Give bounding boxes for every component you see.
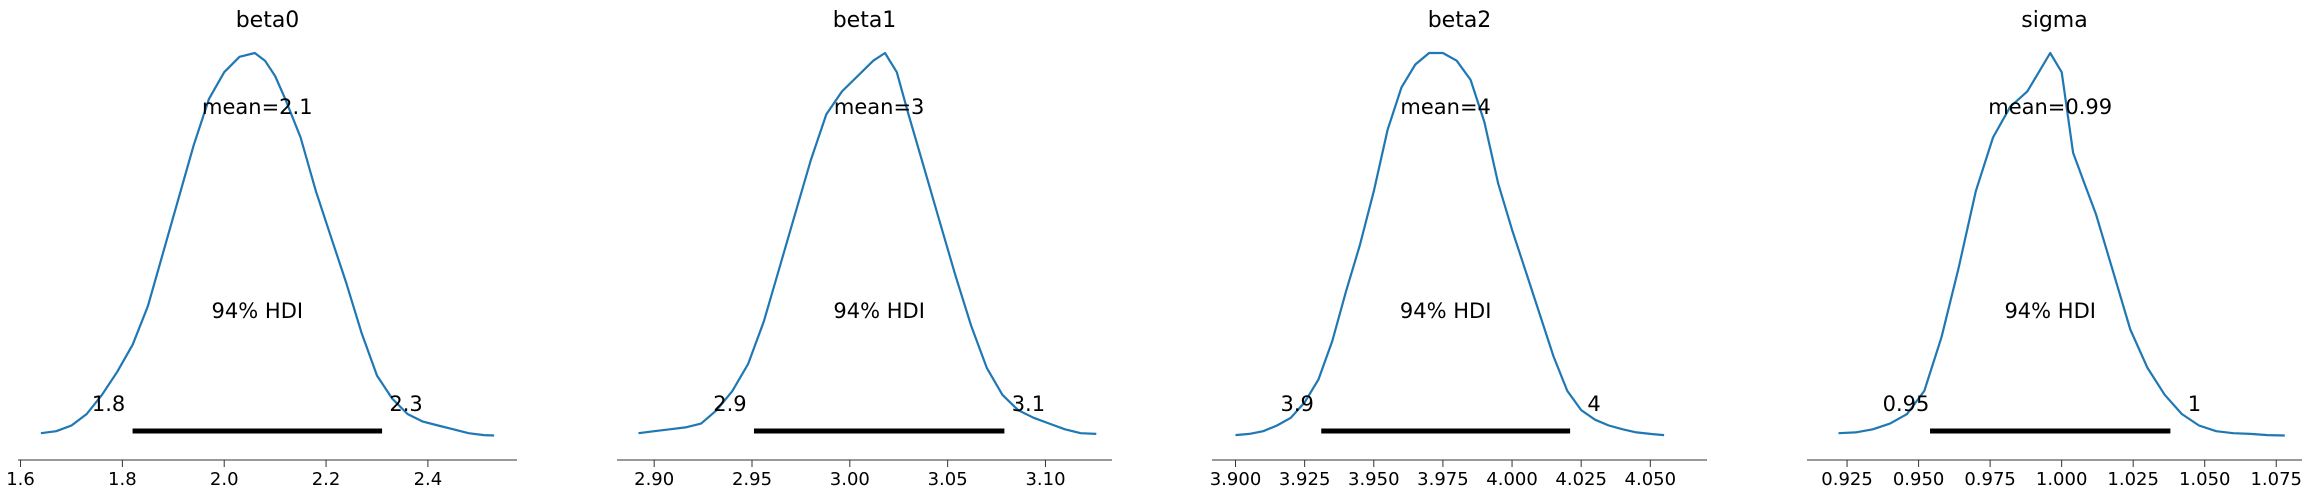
x-tick-label: 2.95 — [732, 469, 772, 490]
x-tick-label: 3.900 — [1210, 469, 1262, 490]
x-tick-label: 3.950 — [1348, 469, 1400, 490]
panel-beta2: beta2 3.900 3.925 3.950 3.975 4.000 4.025 4.050… — [1210, 8, 1707, 490]
x-tick-label: 4.050 — [1625, 469, 1677, 490]
x-tick-label: 4.025 — [1555, 469, 1607, 490]
density-curve-sigma — [1838, 51, 2285, 437]
density-curve-beta0 — [40, 51, 495, 437]
x-tick-label: 3.10 — [1025, 469, 1065, 490]
hdi-label: 94% HDI — [2004, 299, 2096, 323]
density-curve-beta2 — [1235, 51, 1665, 437]
x-tick-label: 3.975 — [1417, 469, 1469, 490]
hdi-label: 94% HDI — [833, 299, 925, 323]
mean-label: mean=0.99 — [1988, 95, 2112, 119]
hdi-high-label: 1 — [2188, 392, 2201, 416]
hdi-label: 94% HDI — [1400, 299, 1492, 323]
x-tick-label: 3.00 — [830, 469, 870, 490]
panel-sigma: sigma 0.925 0.950 0.975 1.000 1.025 1.050 1.075… — [1807, 8, 2302, 490]
x-tick-label: 1.000 — [2036, 469, 2088, 490]
x-tick-label: 1.8 — [108, 469, 137, 490]
x-tick-label: 1.050 — [2179, 469, 2231, 490]
x-tick-label: 1.6 — [6, 469, 35, 490]
x-tick-label: 0.950 — [1893, 469, 1945, 490]
x-tick-label: 0.975 — [1964, 469, 2016, 490]
panel-beta1: beta1 2.90 2.95 3.00 3.05 3.10 mean=3 94% HDI 2.… — [617, 8, 1112, 490]
panel-title-beta1: beta1 — [833, 8, 897, 33]
x-tick-label: 1.025 — [2107, 469, 2159, 490]
mean-label: mean=3 — [834, 95, 925, 119]
hdi-low-label: 0.95 — [1883, 392, 1930, 416]
hdi-low-label: 1.8 — [92, 392, 125, 416]
x-tick-label: 2.4 — [414, 469, 443, 490]
density-curve-beta1 — [638, 51, 1097, 435]
panel-title-sigma: sigma — [2021, 8, 2087, 33]
mean-label: mean=4 — [1400, 95, 1491, 119]
mean-label: mean=2.1 — [202, 95, 313, 119]
hdi-high-label: 3.1 — [1012, 392, 1045, 416]
x-tick-label: 0.925 — [1821, 469, 1873, 490]
x-tick-label: 3.925 — [1279, 469, 1331, 490]
x-tick-label: 2.2 — [312, 469, 341, 490]
x-tick-label: 3.05 — [928, 469, 968, 490]
x-tick-label: 4.000 — [1486, 469, 1538, 490]
x-tick-label: 2.90 — [634, 469, 674, 490]
hdi-high-label: 2.3 — [389, 392, 422, 416]
hdi-low-label: 2.9 — [713, 392, 746, 416]
panel-title-beta0: beta0 — [236, 8, 300, 33]
panel-beta0: beta0 1.6 1.8 2.0 2.2 2.4 mean=2.1 94% HDI 1.8 2.… — [6, 8, 517, 490]
hdi-low-label: 3.9 — [1281, 392, 1314, 416]
panel-title-beta2: beta2 — [1428, 8, 1492, 33]
hdi-label: 94% HDI — [212, 299, 304, 323]
x-tick-label: 1.075 — [2250, 469, 2302, 490]
hdi-high-label: 4 — [1587, 392, 1600, 416]
x-tick-label: 2.0 — [210, 469, 239, 490]
